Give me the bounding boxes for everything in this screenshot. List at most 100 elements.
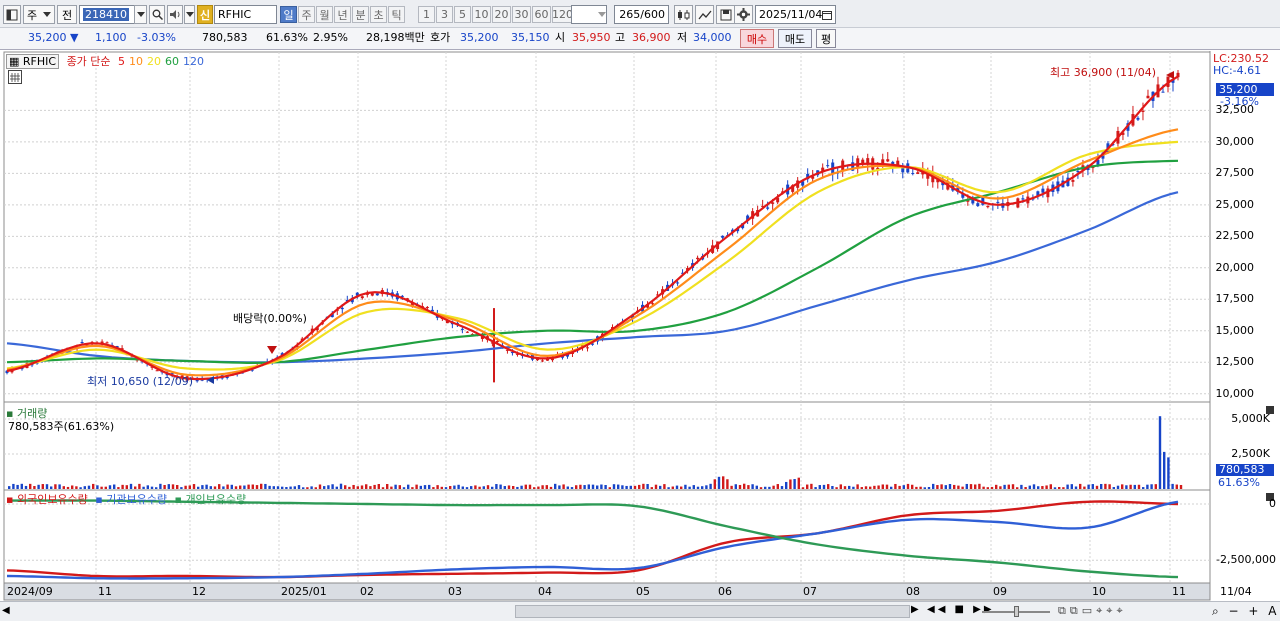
volume-bar (1007, 484, 1010, 489)
volume-bar (491, 486, 494, 489)
speaker-dropdown[interactable] (184, 5, 195, 24)
interval-button-60[interactable]: 60 (532, 6, 551, 23)
custom-interval-input[interactable] (571, 5, 607, 24)
x-tick-label: 11/04 (1220, 585, 1252, 598)
x-tick-label: 11 (98, 585, 112, 598)
stock-code-input[interactable]: 218410 (79, 5, 135, 24)
interval-button-30[interactable]: 30 (512, 6, 531, 23)
candle-type-button[interactable] (674, 5, 693, 24)
period-tab-3[interactable]: 년 (334, 6, 351, 23)
eval-button[interactable]: 평 (816, 29, 836, 48)
volume-bar (465, 487, 469, 489)
bottom-scrollbar[interactable]: ◀ ▶ ◀◀ ■ ▶▶ ⧉⧉▭⌖⌖⌖ ⌕ − + A (0, 601, 1280, 621)
symbol-box: ▦ RFHIC (6, 54, 60, 69)
chart-canvas[interactable] (0, 51, 1280, 601)
volume-bar (1041, 486, 1044, 489)
volume-bar (407, 484, 410, 489)
volume-bar (1133, 484, 1136, 489)
volume-bar (806, 484, 809, 489)
volume-bar (117, 487, 120, 489)
window-icon[interactable] (3, 5, 21, 24)
speaker-button[interactable] (167, 5, 183, 24)
period-tab-5[interactable]: 초 (370, 6, 387, 23)
volume-bar (226, 484, 229, 489)
interval-button-120[interactable]: 120 (552, 6, 573, 23)
volume-bar (545, 485, 548, 489)
turnover-ratio: 2.95% (313, 31, 348, 44)
scroll-thumb[interactable] (515, 605, 910, 618)
date-field[interactable]: 2025/11/04 (755, 5, 836, 24)
volume-bar (1083, 486, 1086, 489)
search-button[interactable] (149, 5, 165, 24)
scroll-right-icon[interactable]: ▶ (911, 604, 919, 615)
volume-bar (570, 487, 574, 489)
sell-button[interactable]: 매도 (778, 29, 812, 48)
sin-badge[interactable]: 신 (197, 5, 213, 24)
interval-button-3[interactable]: 3 (436, 6, 453, 23)
volume-bar (440, 486, 443, 489)
save-icon (720, 9, 731, 20)
price-tick-label: 15,000 (1215, 323, 1255, 337)
volume-bar (1142, 487, 1145, 489)
candle-body (165, 373, 169, 376)
period-tab-6[interactable]: 틱 (388, 6, 405, 23)
volume-bar (314, 487, 317, 489)
period-tab-2[interactable]: 월 (316, 6, 333, 23)
ma-legend-120: 120 (183, 55, 205, 68)
candle-body (1041, 188, 1045, 193)
volume-bar (377, 483, 380, 489)
code-dropdown[interactable] (134, 5, 147, 24)
zoom-icons[interactable]: ⌕ − + A (1212, 604, 1280, 618)
candle-body (515, 353, 519, 355)
price-tick-label: 10,000 (1215, 386, 1255, 400)
x-tick-label: 09 (993, 585, 1007, 598)
volume-bar (713, 479, 716, 489)
stock-name-field[interactable]: RFHIC (214, 5, 277, 24)
volume-bar (885, 484, 889, 489)
interval-button-5[interactable]: 5 (454, 6, 471, 23)
volume-panel-close[interactable] (1266, 406, 1274, 414)
volume-bar (1100, 483, 1103, 489)
period-tab-4[interactable]: 분 (352, 6, 369, 23)
scroll-left-icon[interactable]: ◀ (2, 605, 10, 616)
volume-bar (453, 485, 456, 489)
volume-bar (633, 485, 637, 489)
volume-bar (948, 483, 952, 489)
volume-bar (146, 485, 149, 489)
volume-bar (965, 483, 968, 489)
calendar-icon[interactable] (822, 10, 832, 20)
indicator-grid-button[interactable] (8, 70, 22, 84)
volume-bar (902, 485, 905, 489)
quote-bar: 35,200 ▼ 1,100 -3.03% 780,583 61.63% 2.9… (0, 28, 1280, 50)
period-tab-0[interactable]: 일 (280, 6, 297, 23)
chevron-down-icon (185, 12, 194, 17)
volume-bar (260, 483, 263, 489)
zoom-slider-handle[interactable] (1014, 606, 1019, 617)
volume-bar (1167, 457, 1170, 489)
candle-body (771, 202, 775, 204)
period-tab-1[interactable]: 주 (298, 6, 315, 23)
price-tick-label: 20,000 (1215, 260, 1255, 274)
interval-button-20[interactable]: 20 (492, 6, 511, 23)
count-field[interactable]: 265/600 (614, 5, 669, 24)
draw-tool-button[interactable] (695, 5, 714, 24)
playback-controls[interactable]: ◀◀ ■ ▶▶ (927, 604, 995, 615)
market-select[interactable]: 주 (23, 5, 55, 24)
volume-bar (873, 485, 876, 489)
holdings-tick-label: -2,500,000 (1216, 553, 1276, 567)
settings-button[interactable] (734, 5, 753, 24)
interval-dropdown[interactable] (596, 5, 608, 24)
volume-bar (596, 485, 599, 489)
volume-bar (789, 479, 792, 489)
interval-button-1[interactable]: 1 (418, 6, 435, 23)
holdings-panel-close[interactable] (1266, 493, 1274, 501)
volume-bar (16, 484, 19, 489)
chart-tool-icons[interactable]: ⧉⧉▭⌖⌖⌖ (1058, 604, 1127, 617)
volume-bar (621, 485, 624, 489)
buy-button[interactable]: 매수 (740, 29, 774, 48)
save-button[interactable] (716, 5, 735, 24)
interval-button-10[interactable]: 10 (472, 6, 491, 23)
candle-body (996, 201, 1000, 203)
prev-button[interactable]: 전 (57, 5, 77, 24)
volume-bar (365, 484, 368, 489)
